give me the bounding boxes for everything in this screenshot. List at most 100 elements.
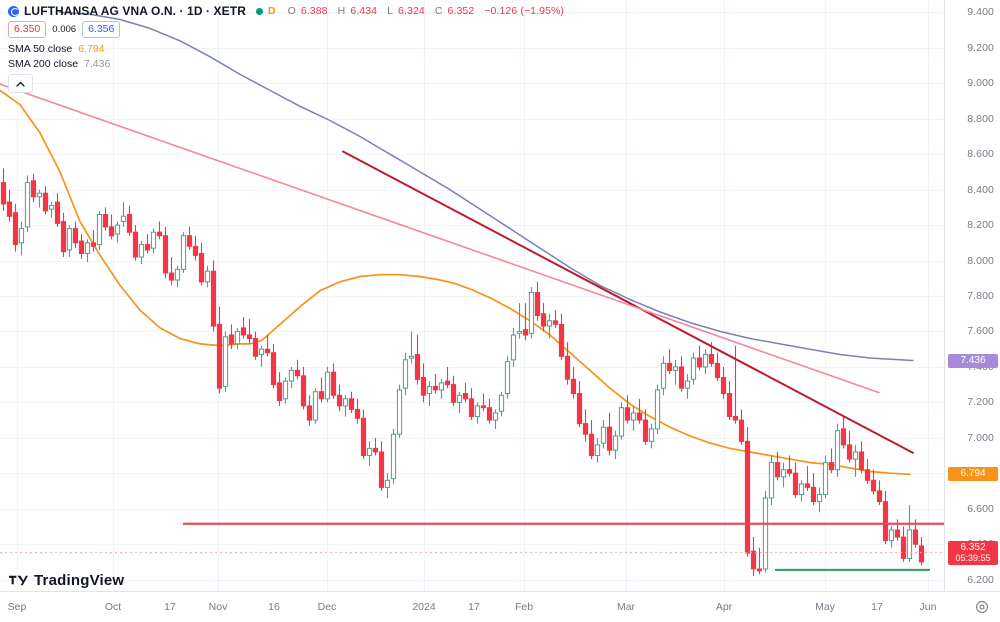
candle-bearish (444, 380, 451, 386)
candle-bearish (318, 391, 325, 400)
candle-bullish (120, 215, 127, 222)
candle-bearish (756, 568, 763, 572)
candle-bearish (276, 382, 283, 402)
legend-chip-row: 6.350 0.006 6.356 (8, 21, 569, 38)
tradingview-watermark: TradingView (9, 572, 124, 589)
last-price-badge[interactable]: 6.352 05:39:55 (948, 540, 998, 565)
candle-bearish (828, 462, 835, 471)
price-tick: 8.800 (967, 112, 994, 125)
candle-bullish (426, 385, 433, 394)
candle-bullish (660, 362, 667, 389)
candle-bullish (234, 330, 241, 345)
candle-bearish (348, 398, 355, 410)
candle-bearish (786, 469, 793, 474)
candle-bearish (78, 240, 85, 255)
candle-bearish (582, 423, 589, 435)
ohlc-close-key: C (434, 5, 443, 17)
candle-bearish (666, 362, 673, 371)
candle-bearish (696, 357, 703, 368)
candle-series (0, 168, 925, 577)
candle-bearish (744, 440, 751, 554)
price-axis[interactable]: 9.400 9.200 9.000 8.800 8.600 8.400 8.200 8.000… (944, 0, 1000, 592)
candle-bearish (126, 214, 133, 233)
ask-chip[interactable]: 6.356 (82, 21, 121, 38)
candle-bearish (864, 469, 871, 481)
candle-bearish (144, 244, 151, 251)
symbol-title[interactable]: LUFTHANSA AG VNA O.N. · 1D · XETR (24, 4, 246, 18)
candle-bullish (342, 398, 349, 407)
ohlc-open-key: O (287, 5, 296, 17)
candle-bullish (684, 380, 691, 389)
candle-bullish (648, 428, 655, 442)
candle-bearish (432, 385, 439, 391)
price-tick: 8.400 (967, 183, 994, 196)
candle-bearish (774, 462, 781, 478)
price-tick: 8.200 (967, 219, 994, 232)
candle-bearish (642, 419, 649, 442)
candle-bearish (186, 235, 193, 247)
candle-bullish (618, 407, 625, 437)
legend-collapse-button[interactable] (8, 74, 33, 93)
ohlc-open-value: 6.388 (300, 5, 328, 17)
candle-bullish (600, 426, 607, 444)
candle-bearish (462, 393, 469, 400)
candle-bullish (594, 444, 601, 456)
time-axis[interactable]: Sep Oct Nov 17 16 Dec 2024 17 Feb Mar Apr May 17 Jun (0, 591, 1000, 622)
indicator-sma-50[interactable]: SMA 50 close 6.794 (8, 41, 569, 56)
ohlc-close-value: 6.352 (447, 5, 475, 17)
sma50-price-badge[interactable]: 6.794 (948, 467, 998, 482)
sma200-price-badge[interactable]: 7.436 (948, 353, 998, 368)
candle-bullish (498, 394, 505, 412)
indicator-sma-200[interactable]: SMA 200 close 7.436 (8, 56, 569, 71)
time-tick: Jun (919, 601, 937, 613)
candlestick-chart-svg (0, 0, 945, 592)
time-tick: Feb (514, 601, 534, 613)
chevron-up-icon (16, 81, 25, 87)
candle-bearish (882, 501, 889, 542)
candle-bullish (174, 268, 181, 281)
candle-bearish (168, 272, 175, 281)
chart-plot-area[interactable] (0, 0, 945, 592)
chart-drawings[interactable] (0, 83, 945, 571)
candle-bullish (114, 224, 121, 235)
candle-bullish (396, 389, 403, 435)
candle-bearish (30, 180, 37, 198)
candle-bearish (72, 228, 79, 244)
time-tick: May (815, 601, 835, 613)
candle-bearish (708, 354, 715, 364)
candle-bearish (792, 472, 799, 496)
data-source-badge[interactable]: D (267, 5, 276, 17)
ohlc-low-value: 6.324 (398, 5, 425, 17)
candle-bearish (606, 426, 613, 451)
candle-bullish (780, 469, 787, 478)
candle-bearish (570, 378, 577, 394)
candle-bullish (36, 192, 43, 198)
axis-settings-icon[interactable] (975, 600, 989, 614)
market-open-dot (255, 7, 263, 15)
downtrend-light[interactable] (0, 83, 880, 394)
time-tick: 16 (268, 601, 280, 613)
candle-bearish (216, 323, 223, 389)
candle-bullish (180, 235, 187, 270)
candle-bearish (336, 394, 343, 407)
candle-bearish (330, 371, 337, 396)
bid-chip[interactable]: 6.350 (8, 21, 47, 38)
candle-bullish (906, 529, 913, 559)
time-tick: Nov (208, 601, 228, 613)
candle-bearish (870, 479, 877, 492)
ohlc-high-key: H (337, 5, 346, 17)
legend-symbol-row[interactable]: LUFTHANSA AG VNA O.N. · 1D · XETR D O 6.3… (8, 3, 569, 19)
candle-bullish (96, 214, 103, 246)
price-tick: 6.200 (967, 573, 994, 586)
candle-bearish (726, 393, 733, 417)
candle-bullish (366, 447, 373, 456)
sma-200-line (59, 11, 914, 362)
price-tick: 7.200 (967, 396, 994, 409)
candle-bearish (378, 451, 385, 488)
downtrend-main[interactable] (342, 150, 914, 454)
candle-bearish (738, 419, 745, 442)
price-tick: 7.000 (967, 431, 994, 444)
candle-bearish (360, 417, 367, 456)
candle-bearish (486, 407, 493, 421)
